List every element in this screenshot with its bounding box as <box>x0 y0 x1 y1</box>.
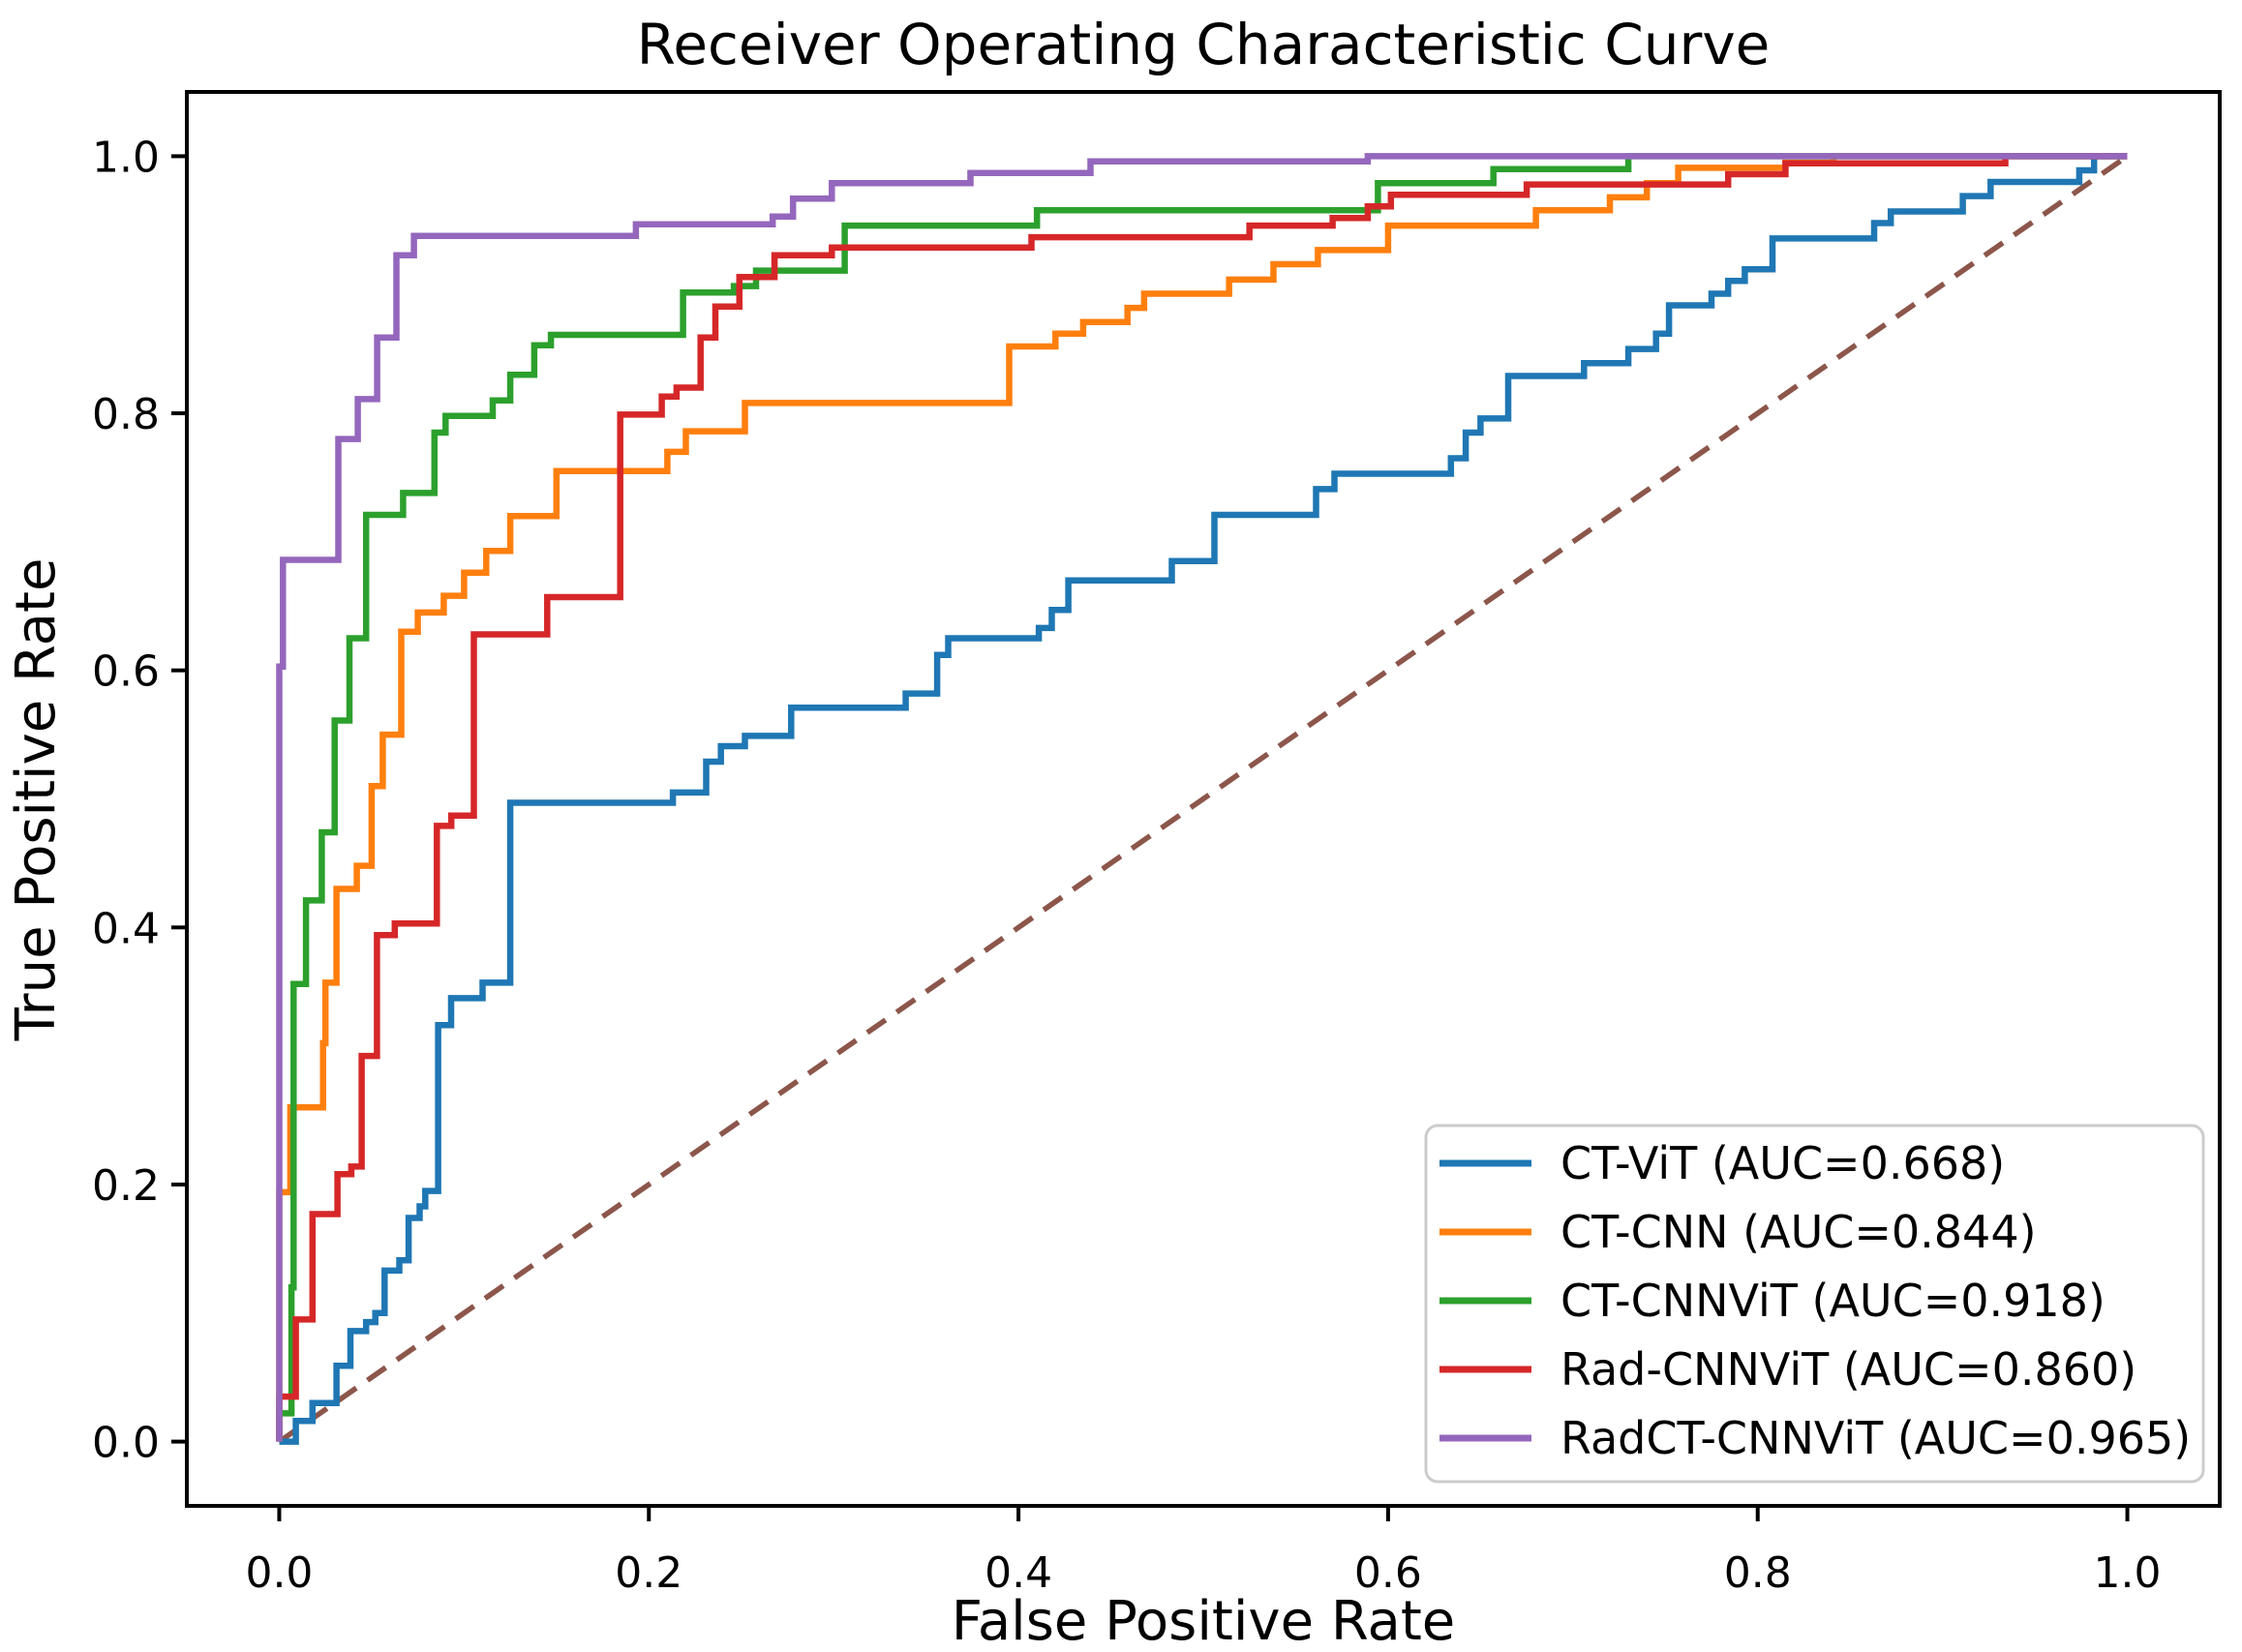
x-tick-label: 0.2 <box>615 1548 682 1598</box>
plot-border <box>185 90 2222 1508</box>
x-tick-label: 0.0 <box>245 1548 313 1598</box>
roc-curve-radct-cnnvit <box>276 153 2128 1442</box>
legend-label-ct-cnnvit: CT-CNNViT (AUC=0.918) <box>1560 1275 2106 1327</box>
legend-item-ct-cnnvit: CT-CNNViT (AUC=0.918) <box>1439 1275 2106 1327</box>
y-tick-label: 0.0 <box>92 1419 160 1468</box>
axes-layer: 0.0 0.2 0.4 0.6 0.8 1.0 0.0 0.2 0.4 0.6 0.8 1.0 <box>92 90 2222 1598</box>
y-tick-label: 0.8 <box>92 390 160 439</box>
y-axis-label: True Positive Rate <box>5 558 68 1042</box>
roc-curve-ct-vit <box>279 153 2128 1445</box>
y-tick-label: 0.2 <box>92 1161 160 1211</box>
x-tick-label: 1.0 <box>2094 1548 2162 1598</box>
y-tick-label: 0.6 <box>92 647 160 697</box>
legend-label-ct-cnn: CT-CNN (AUC=0.844) <box>1560 1206 2037 1258</box>
legend-label-ct-vit: CT-ViT (AUC=0.668) <box>1560 1137 2005 1189</box>
legend-label-rad-cnnvit: Rad-CNNViT (AUC=0.860) <box>1560 1343 2136 1396</box>
legend-item-radct-cnnvit: RadCT-CNNViT (AUC=0.965) <box>1439 1412 2191 1464</box>
chart-title: Receiver Operating Characteristic Curve <box>637 12 1771 77</box>
x-tick-label: 0.4 <box>985 1548 1052 1598</box>
chance-diagonal-line <box>277 154 2130 1444</box>
y-tick-label: 0.4 <box>92 904 160 953</box>
roc-curve-rad-cnnvit <box>276 153 2128 1442</box>
x-tick-label: 0.8 <box>1724 1548 1792 1598</box>
roc-curve-ct-cnn <box>276 153 2128 1442</box>
x-axis-label: False Positive Rate <box>952 1590 1455 1652</box>
legend-label-radct-cnnvit: RadCT-CNNViT (AUC=0.965) <box>1560 1412 2191 1464</box>
legend-item-ct-vit: CT-ViT (AUC=0.668) <box>1439 1137 2005 1189</box>
legend-item-ct-cnn: CT-CNN (AUC=0.844) <box>1439 1206 2037 1258</box>
legend-item-rad-cnnvit: Rad-CNNViT (AUC=0.860) <box>1439 1343 2136 1396</box>
x-tick-label: 0.6 <box>1354 1548 1422 1598</box>
y-tick-label: 1.0 <box>92 133 160 182</box>
curves-layer <box>276 153 2130 1445</box>
legend-box <box>1424 1124 2205 1484</box>
roc-curve-ct-cnnvit <box>276 153 2128 1442</box>
legend: CT-ViT (AUC=0.668) CT-CNN (AUC=0.844) CT-C… <box>1424 1124 2205 1484</box>
